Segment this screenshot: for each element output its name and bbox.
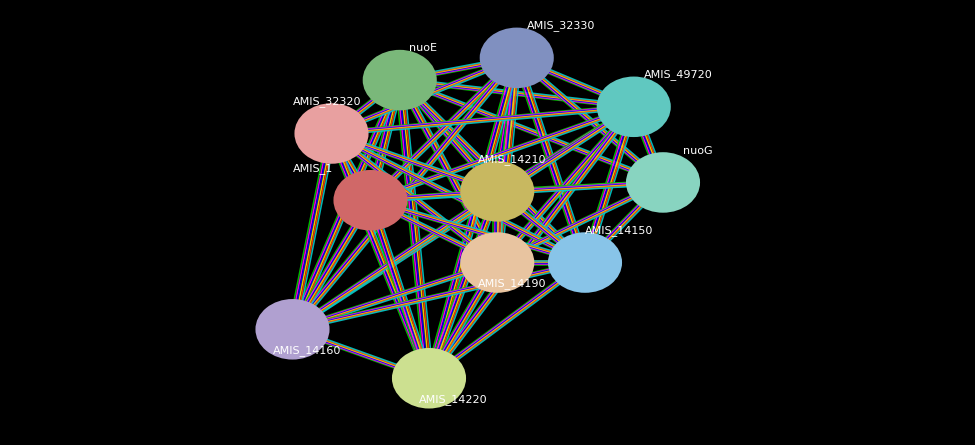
Ellipse shape bbox=[392, 348, 466, 409]
Text: AMIS_14160: AMIS_14160 bbox=[273, 345, 341, 356]
Ellipse shape bbox=[597, 77, 671, 137]
Text: AMIS_1: AMIS_1 bbox=[292, 162, 332, 174]
Text: nuoG: nuoG bbox=[682, 146, 712, 156]
Text: AMIS_14150: AMIS_14150 bbox=[585, 225, 653, 236]
Text: AMIS_32320: AMIS_32320 bbox=[292, 96, 361, 107]
Text: AMIS_32330: AMIS_32330 bbox=[526, 20, 595, 31]
Ellipse shape bbox=[294, 103, 369, 164]
Text: AMIS_14220: AMIS_14220 bbox=[419, 394, 488, 405]
Ellipse shape bbox=[480, 28, 554, 88]
Ellipse shape bbox=[333, 170, 408, 231]
Ellipse shape bbox=[363, 50, 437, 110]
Ellipse shape bbox=[460, 161, 534, 222]
Ellipse shape bbox=[255, 299, 330, 360]
Text: nuoE: nuoE bbox=[410, 44, 438, 53]
Text: AMIS_14210: AMIS_14210 bbox=[478, 154, 546, 165]
Ellipse shape bbox=[460, 232, 534, 293]
Ellipse shape bbox=[626, 152, 700, 213]
Text: AMIS_49720: AMIS_49720 bbox=[644, 69, 713, 80]
Text: AMIS_14190: AMIS_14190 bbox=[478, 278, 546, 289]
Ellipse shape bbox=[548, 232, 622, 293]
